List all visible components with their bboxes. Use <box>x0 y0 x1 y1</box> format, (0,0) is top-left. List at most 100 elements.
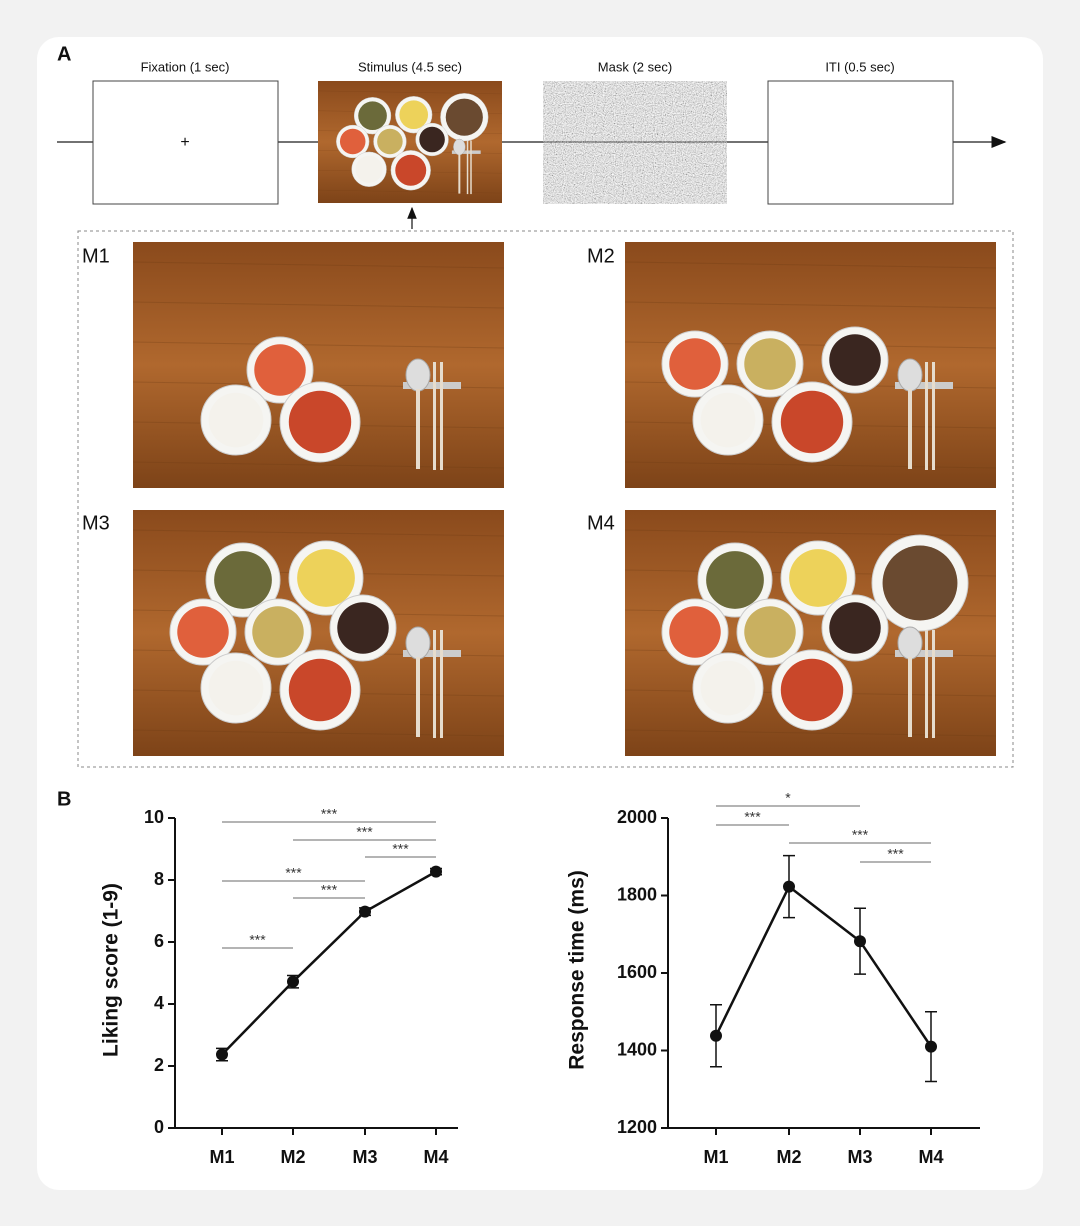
panel-label: A <box>57 43 71 65</box>
chopstick <box>433 362 436 470</box>
chopstick <box>932 630 935 738</box>
chopstick <box>466 140 469 195</box>
spoon <box>405 626 431 660</box>
significance-label: *** <box>321 882 338 898</box>
point <box>359 905 371 918</box>
dish <box>829 602 881 654</box>
point <box>925 1040 937 1053</box>
dish <box>337 602 389 654</box>
significance-label: *** <box>887 846 904 862</box>
fixation-cross: + <box>180 134 189 151</box>
y-tick-label: 2000 <box>617 807 657 827</box>
x-tick-label: M3 <box>847 1147 872 1167</box>
y-axis-label: Liking score (1-9) <box>100 883 123 1057</box>
x-tick-label: M2 <box>776 1147 801 1167</box>
wood-grain <box>624 261 997 269</box>
point <box>430 865 442 878</box>
significance-label: *** <box>285 865 302 881</box>
y-tick-label: 2 <box>154 1055 164 1075</box>
x-tick-label: M4 <box>423 1147 448 1167</box>
chopstick <box>932 362 935 470</box>
iti-screen <box>767 80 954 205</box>
fixation-screen <box>92 80 279 205</box>
x-tick-label: M2 <box>280 1147 305 1167</box>
chopstick <box>925 630 928 738</box>
dish <box>744 606 796 658</box>
dish <box>208 392 264 448</box>
point <box>710 1029 722 1042</box>
dish <box>882 545 958 621</box>
significance-label: *** <box>321 806 338 822</box>
dish <box>780 390 844 454</box>
dish <box>288 390 352 454</box>
food-photo <box>624 242 997 488</box>
spoon <box>453 138 466 156</box>
chopstick <box>440 630 443 738</box>
wood-grain <box>132 261 505 269</box>
chopstick <box>470 140 472 195</box>
wood-grain <box>132 529 505 537</box>
y-axis-label: Response time (ms) <box>566 870 589 1070</box>
photos <box>132 81 997 756</box>
dish <box>208 660 264 716</box>
stage-label: Fixation (1 sec) <box>141 59 230 74</box>
spoon-handle <box>458 153 461 194</box>
point <box>287 975 299 988</box>
x-tick-label: M3 <box>352 1147 377 1167</box>
significance-label: * <box>785 790 791 806</box>
rest <box>895 382 953 389</box>
dish <box>339 128 366 155</box>
menu-label: M2 <box>587 245 615 267</box>
dish <box>395 154 427 186</box>
x-tick-label: M1 <box>703 1147 728 1167</box>
significance-label: *** <box>249 932 266 948</box>
spoon <box>405 358 431 392</box>
wood-grain <box>624 529 997 537</box>
y-tick-label: 1600 <box>617 962 657 982</box>
menu-box <box>77 230 1014 768</box>
y-tick-label: 1800 <box>617 884 657 904</box>
dish <box>700 660 756 716</box>
significance-label: *** <box>852 827 869 843</box>
menu-label: M1 <box>82 245 110 267</box>
spoon <box>897 626 923 660</box>
spoon-handle <box>416 657 420 737</box>
significance-label: *** <box>744 809 761 825</box>
dish <box>829 334 881 386</box>
dish <box>399 100 429 130</box>
significance-label: *** <box>356 824 373 840</box>
dish <box>377 128 403 155</box>
stage-label: Stimulus (4.5 sec) <box>358 59 462 74</box>
dish <box>358 101 387 131</box>
spoon-handle <box>416 389 420 469</box>
mask-screen <box>543 81 727 204</box>
stage-label: Mask (2 sec) <box>598 59 672 74</box>
dish <box>419 126 445 153</box>
wood-grain <box>317 90 503 95</box>
line <box>714 884 933 1048</box>
dish <box>355 155 383 183</box>
y-tick-label: 6 <box>154 931 164 951</box>
rest <box>451 150 481 154</box>
menu-label: M3 <box>82 512 110 534</box>
wood-grain <box>624 301 997 309</box>
dish <box>297 549 355 607</box>
food-photo <box>132 510 505 756</box>
wood-grain <box>132 341 505 349</box>
dish <box>706 551 764 609</box>
dish <box>177 606 229 658</box>
dish <box>288 658 352 722</box>
y-tick-label: 10 <box>144 807 164 827</box>
dish <box>669 338 721 390</box>
food-photo <box>317 81 503 204</box>
rest <box>895 650 953 657</box>
dish <box>214 551 272 609</box>
chopstick <box>433 630 436 738</box>
rest <box>403 650 461 657</box>
y-tick-label: 0 <box>154 1117 164 1137</box>
dish <box>669 606 721 658</box>
point <box>783 880 795 893</box>
dish <box>700 392 756 448</box>
panel-label: B <box>57 788 71 810</box>
